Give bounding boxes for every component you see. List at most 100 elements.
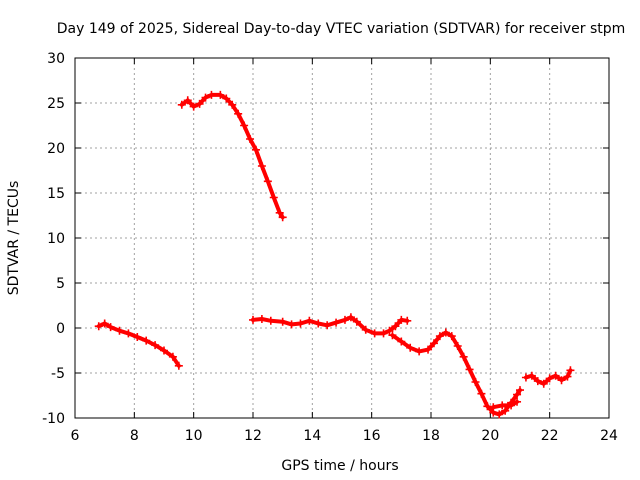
data-point [521, 373, 530, 382]
y-tick-label: 15 [47, 186, 65, 202]
data-series [94, 90, 575, 419]
x-tick-label: 20 [481, 428, 499, 444]
data-point [216, 90, 225, 99]
data-point [228, 100, 237, 109]
data-point [278, 213, 287, 222]
data-point [177, 100, 186, 109]
data-point [115, 326, 124, 335]
data-point [183, 96, 192, 105]
data-point [513, 390, 522, 399]
data-point [477, 389, 486, 398]
x-tick-label: 6 [71, 428, 80, 444]
data-point [195, 99, 204, 108]
data-point [361, 325, 370, 334]
data-point [397, 337, 406, 346]
y-tick-label: 20 [47, 141, 65, 157]
data-point [453, 342, 462, 350]
data-point [234, 109, 243, 118]
x-tick-labels: 6 8 10 12 14 16 18 20 22 24 [71, 428, 618, 444]
x-tick-label: 16 [363, 428, 381, 444]
data-point [275, 208, 284, 217]
x-tick-label: 10 [185, 428, 203, 444]
data-point [545, 374, 554, 383]
x-tick-label: 8 [130, 428, 139, 444]
data-point [263, 177, 272, 186]
y-axis-title: SDTVAR / TECUs [6, 181, 22, 296]
data-point [266, 316, 275, 325]
data-point [566, 366, 575, 375]
data-point [495, 410, 504, 419]
data-point [370, 329, 379, 338]
data-point [527, 371, 536, 380]
data-point [471, 378, 480, 386]
data-point [246, 135, 255, 143]
data-point [249, 315, 257, 324]
data-point [100, 319, 109, 328]
data-point [160, 346, 168, 355]
data-point [189, 102, 198, 111]
x-axis-title: GPS time / hours [281, 458, 398, 474]
data-point [124, 329, 133, 338]
y-tick-label: 5 [56, 276, 65, 292]
data-point [539, 379, 548, 388]
y-tick-label: -5 [51, 366, 65, 382]
data-point [507, 401, 516, 410]
data-point [501, 406, 510, 415]
data-point [385, 326, 394, 335]
data-point [397, 315, 406, 324]
y-tick-label: 30 [47, 51, 65, 67]
data-point [465, 365, 474, 374]
x-tick-label: 18 [422, 428, 440, 444]
data-point [563, 372, 572, 381]
data-point [207, 90, 216, 99]
data-point [459, 352, 468, 361]
data-point [278, 317, 287, 326]
data-point [296, 319, 305, 328]
data-point [513, 397, 522, 406]
data-point [406, 343, 415, 352]
y-tick-labels: -10 -5 0 5 10 15 20 25 30 [42, 51, 65, 427]
data-point [133, 333, 142, 341]
data-point [168, 352, 177, 361]
data-point [533, 377, 542, 386]
x-tick-label: 22 [541, 428, 559, 444]
data-point [391, 322, 400, 331]
data-point [557, 376, 566, 385]
data-point [483, 402, 492, 411]
data-point [340, 315, 349, 324]
data-point [551, 371, 560, 380]
data-point [447, 332, 456, 341]
data-point [379, 329, 388, 338]
y-tick-label: -10 [42, 411, 65, 427]
x-tick-label: 12 [244, 428, 262, 444]
data-point [415, 347, 424, 356]
data-point [287, 320, 296, 329]
data-point [257, 162, 266, 170]
data-point [151, 341, 160, 350]
data-point [441, 328, 450, 337]
chart-title: Day 149 of 2025, Sidereal Day-to-day VTE… [57, 21, 626, 37]
data-point [388, 331, 397, 340]
data-point [323, 321, 332, 330]
data-point [489, 403, 498, 412]
data-point [429, 339, 438, 348]
grid-lines [75, 58, 609, 418]
data-point [314, 319, 323, 328]
data-point [257, 315, 266, 323]
x-tick-label: 24 [600, 428, 618, 444]
data-point [240, 121, 249, 130]
data-point [424, 345, 433, 354]
data-point [305, 316, 314, 325]
data-point [352, 317, 361, 326]
data-point [516, 386, 524, 395]
data-point [106, 323, 115, 332]
series-line-segment [491, 399, 520, 410]
data-point [269, 193, 278, 202]
data-point [174, 361, 183, 370]
data-point [346, 313, 355, 322]
data-point [251, 145, 260, 154]
data-point [94, 322, 103, 331]
data-point [142, 336, 151, 345]
